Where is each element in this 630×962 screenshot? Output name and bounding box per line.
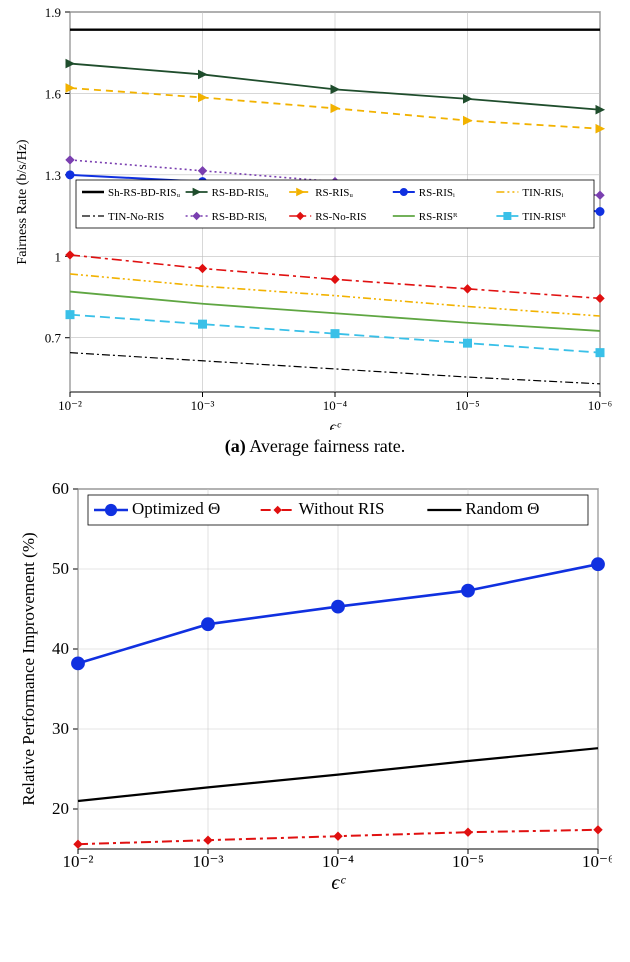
svg-text:TIN-RISᴿ: TIN-RISᴿ: [522, 211, 566, 223]
chart-a-plot: 0.7 1 1.3 1.6 1.9 10⁻² 10⁻³ 10⁻⁴ 10⁻⁵ 10⁻⁶ Fairnes…: [15, 5, 612, 430]
svg-text:10⁻⁶: 10⁻⁶: [588, 398, 612, 413]
caption-a-bold: (a): [225, 436, 246, 456]
svg-text:RS-No-RIS: RS-No-RIS: [315, 211, 366, 223]
chart-a: 0.7 1 1.3 1.6 1.9 10⁻² 10⁻³ 10⁻⁴ 10⁻⁵ 10⁻⁶ Fairnes…: [0, 0, 612, 430]
svg-text:40: 40: [52, 639, 69, 658]
svg-text:1.6: 1.6: [45, 86, 62, 101]
svg-text:RS-RISᵤ: RS-RISᵤ: [315, 187, 353, 199]
svg-text:10⁻⁶: 10⁻⁶: [582, 852, 612, 871]
svg-text:10⁻³: 10⁻³: [191, 398, 215, 413]
svg-text:TIN-RISᵢ: TIN-RISᵢ: [522, 187, 563, 199]
svg-text:RS-BD-RISᵢ: RS-BD-RISᵢ: [212, 211, 267, 223]
svg-text:RS-RISᴿ: RS-RISᴿ: [419, 211, 458, 223]
svg-text:10⁻⁴: 10⁻⁴: [322, 852, 354, 871]
svg-text:1.3: 1.3: [45, 168, 61, 183]
svg-text:RS-RISᵢ: RS-RISᵢ: [419, 187, 455, 199]
svg-text:Fairness Rate (b/s/Hz): Fairness Rate (b/s/Hz): [15, 139, 30, 265]
svg-text:10⁻²: 10⁻²: [58, 398, 82, 413]
svg-text:10⁻⁵: 10⁻⁵: [455, 398, 479, 413]
svg-text:30: 30: [52, 719, 69, 738]
svg-text:10⁻⁴: 10⁻⁴: [323, 398, 348, 413]
svg-text:10⁻³: 10⁻³: [192, 852, 223, 871]
svg-text:1: 1: [55, 249, 62, 264]
svg-text:50: 50: [52, 559, 69, 578]
caption-a: (a) Average fairness rate.: [0, 436, 630, 457]
svg-text:10⁻²: 10⁻²: [62, 852, 93, 871]
svg-text:Sh-RS-BD-RISᵤ: Sh-RS-BD-RISᵤ: [108, 187, 180, 199]
svg-text:Random Θ: Random Θ: [465, 499, 539, 518]
svg-text:Relative Performance Improveme: Relative Performance Improvement (%): [19, 532, 38, 805]
svg-text:1.9: 1.9: [45, 5, 61, 20]
caption-a-text: Average fairness rate.: [246, 436, 406, 456]
chart-b: 20 30 40 50 60 10⁻² 10⁻³ 10⁻⁴ 10⁻⁵ 10⁻⁶ Relative P…: [0, 471, 612, 903]
svg-text:Without RIS: Without RIS: [299, 499, 385, 518]
svg-text:TIN-No-RIS: TIN-No-RIS: [108, 211, 164, 223]
svg-text:Optimized Θ: Optimized Θ: [132, 499, 220, 518]
chart-b-plot: 20 30 40 50 60 10⁻² 10⁻³ 10⁻⁴ 10⁻⁵ 10⁻⁶ Relative P…: [19, 479, 612, 894]
svg-text:RS-BD-RISᵤ: RS-BD-RISᵤ: [212, 187, 269, 199]
svg-text:ϵᶜ: ϵᶜ: [330, 419, 342, 430]
svg-text:0.7: 0.7: [45, 331, 62, 346]
svg-text:20: 20: [52, 799, 69, 818]
svg-text:60: 60: [52, 479, 69, 498]
svg-text:10⁻⁵: 10⁻⁵: [452, 852, 484, 871]
svg-text:ϵᶜ: ϵᶜ: [331, 872, 346, 894]
